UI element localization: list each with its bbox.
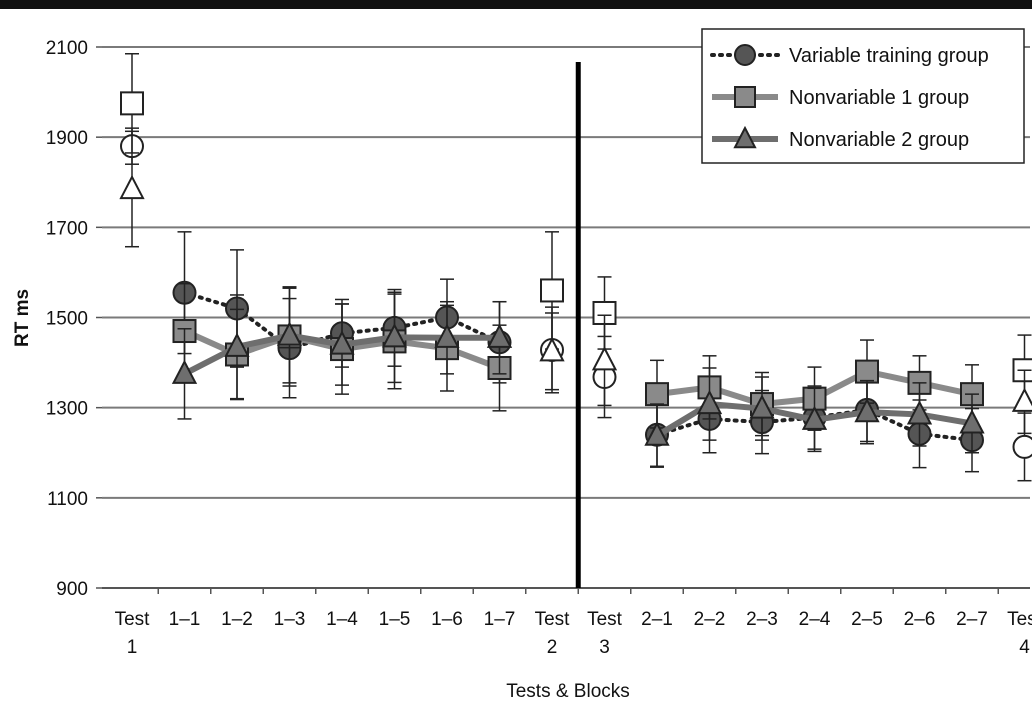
series-layer xyxy=(119,53,1032,482)
y-axis-tick-labels: 900 1100 1300 1500 1700 1900 2100 xyxy=(46,38,88,600)
x-tick-label-14-0: 2–5 xyxy=(851,609,883,630)
test-point-2-0 xyxy=(119,174,145,200)
x-tick-label-7-0: 1–7 xyxy=(484,609,516,630)
x-tick-label-15-0: 2–6 xyxy=(904,609,936,630)
data-point-2-12 xyxy=(749,394,775,419)
test-point-1-8 xyxy=(540,278,564,303)
y-tick-label-1300: 1300 xyxy=(46,399,88,420)
data-point-2-13 xyxy=(801,405,828,430)
y-tick-label-1500: 1500 xyxy=(46,309,88,330)
x-tick-label-8-1: 2 xyxy=(547,637,558,658)
x-tick-label-4-0: 1–4 xyxy=(326,609,358,630)
data-point-2-2 xyxy=(224,332,250,357)
x-tick-label-1-0: 1–1 xyxy=(169,609,201,630)
legend-label-1: Nonvariable 1 group xyxy=(789,87,969,109)
test-point-0-17 xyxy=(1012,434,1032,459)
x-tick-label-0-1: 1 xyxy=(127,637,138,658)
x-tick-label-16-0: 2–7 xyxy=(956,609,988,630)
top-border-bar xyxy=(0,0,1032,9)
x-tick-label-9-0: Test xyxy=(587,609,623,630)
x-tick-label-2-0: 1–2 xyxy=(221,609,253,630)
data-point-1-10 xyxy=(645,382,669,407)
data-point-1-14 xyxy=(855,359,879,384)
x-tick-label-0-0: Test xyxy=(115,609,151,630)
data-point-2-11 xyxy=(696,389,723,415)
x-tick-label-6-0: 1–6 xyxy=(431,609,463,630)
test-point-2-17 xyxy=(1011,387,1032,412)
x-tick-label-17-0: Test xyxy=(1007,609,1032,630)
x-axis-tick-labels: Test 1 1–1 1–2 1–3 1–4 1–5 1–6 1–7 Test 2 Test 3 2–1 2… xyxy=(115,588,1032,658)
y-tick-label-1100: 1100 xyxy=(47,489,88,510)
legend-label-0: Variable training group xyxy=(789,45,989,67)
y-tick-label-1700: 1700 xyxy=(46,218,88,239)
x-tick-label-11-0: 2–2 xyxy=(694,609,726,630)
test-point-2-9 xyxy=(591,346,618,371)
series-2 xyxy=(119,130,1032,468)
x-tick-label-9-1: 3 xyxy=(599,637,610,658)
y-tick-label-2100: 2100 xyxy=(46,38,88,59)
data-point-2-4 xyxy=(329,330,355,355)
x-axis-title: Tests & Blocks xyxy=(506,681,630,702)
x-tick-label-5-0: 1–5 xyxy=(379,609,411,630)
data-point-2-1 xyxy=(171,359,198,384)
legend-label-2: Nonvariable 2 group xyxy=(789,129,969,151)
data-point-2-3 xyxy=(276,321,303,346)
legend-marker-0 xyxy=(734,44,756,66)
x-tick-label-10-0: 2–1 xyxy=(641,609,673,630)
legend-marker-2 xyxy=(733,125,757,149)
y-tick-label-900: 900 xyxy=(56,579,88,600)
x-tick-label-12-0: 2–3 xyxy=(746,609,778,630)
data-point-2-6 xyxy=(434,323,460,348)
data-point-2-14 xyxy=(854,397,880,423)
data-point-2-5 xyxy=(381,323,408,348)
data-point-2-10 xyxy=(644,421,670,446)
data-point-2-7 xyxy=(486,323,513,348)
x-tick-label-3-0: 1–3 xyxy=(274,609,306,630)
test-point-1-0 xyxy=(120,91,144,116)
test-point-2-8 xyxy=(539,337,565,362)
y-axis-title: RT ms xyxy=(12,289,33,347)
legend-marker-1 xyxy=(734,86,756,108)
y-tick-label-1900: 1900 xyxy=(46,128,88,149)
data-point-2-15 xyxy=(906,400,933,425)
x-tick-label-13-0: 2–4 xyxy=(799,609,831,630)
x-tick-label-17-1: 4 xyxy=(1019,637,1030,658)
data-point-2-16 xyxy=(959,409,985,434)
x-tick-label-8-0: Test xyxy=(535,609,571,630)
legend: Variable training group Nonvariable 1 gro… xyxy=(701,28,1025,164)
